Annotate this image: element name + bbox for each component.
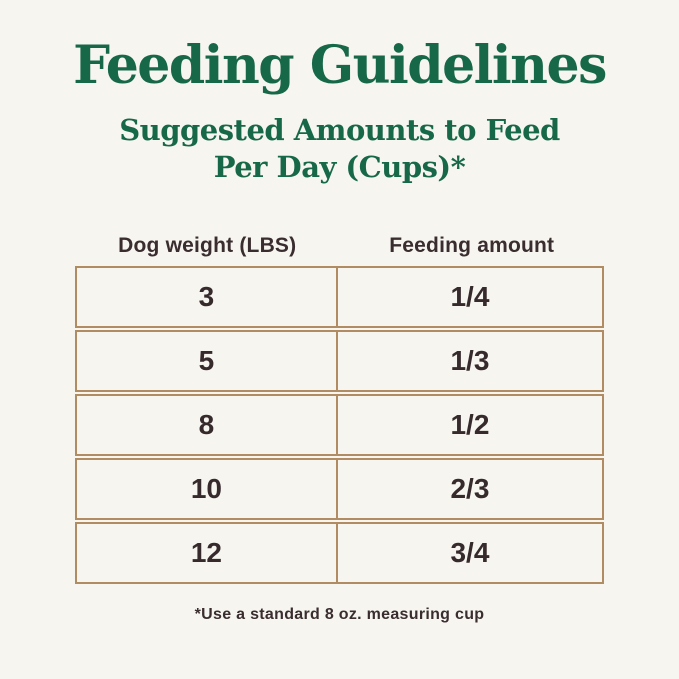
measuring-cup-footnote: *Use a standard 8 oz. measuring cup (194, 606, 485, 623)
page-title: Feeding Guidelines (73, 35, 607, 96)
feeding-amount-value: 2/3 (450, 473, 490, 504)
table-row: 3 1/4 (75, 266, 604, 328)
subtitle-line-2: Per Day (Cups)* (213, 150, 466, 184)
table-row: 10 2/3 (75, 458, 604, 520)
table-column-headers: Dog weight (LBS) Feeding amount (75, 234, 604, 258)
subtitle-line-1: Suggested Amounts to Feed (119, 113, 560, 147)
feeding-amount-value: 3/4 (450, 537, 490, 568)
table-row: 8 1/2 (75, 394, 604, 456)
dog-weight-value: 12 (77, 524, 338, 582)
dog-weight-value: 5 (77, 332, 338, 390)
page-subtitle: Suggested Amounts to Feed Per Day (Cups)… (0, 112, 679, 186)
dog-weight-value: 10 (77, 460, 338, 518)
column-header-dog-weight: Dog weight (LBS) (118, 234, 297, 257)
column-header-feeding-amount: Feeding amount (389, 234, 555, 257)
feeding-amount-value: 1/3 (450, 345, 490, 376)
feeding-table: 3 1/4 5 1/3 8 1/2 10 2/3 12 3/4 (75, 266, 604, 584)
dog-weight-value: 3 (77, 268, 338, 326)
feeding-amount-value: 1/4 (450, 281, 490, 312)
table-row: 12 3/4 (75, 522, 604, 584)
feeding-amount-value: 1/2 (450, 409, 490, 440)
feeding-table-area: Dog weight (LBS) Feeding amount 3 1/4 5 … (75, 234, 604, 584)
dog-weight-value: 8 (77, 396, 338, 454)
table-row: 5 1/3 (75, 330, 604, 392)
